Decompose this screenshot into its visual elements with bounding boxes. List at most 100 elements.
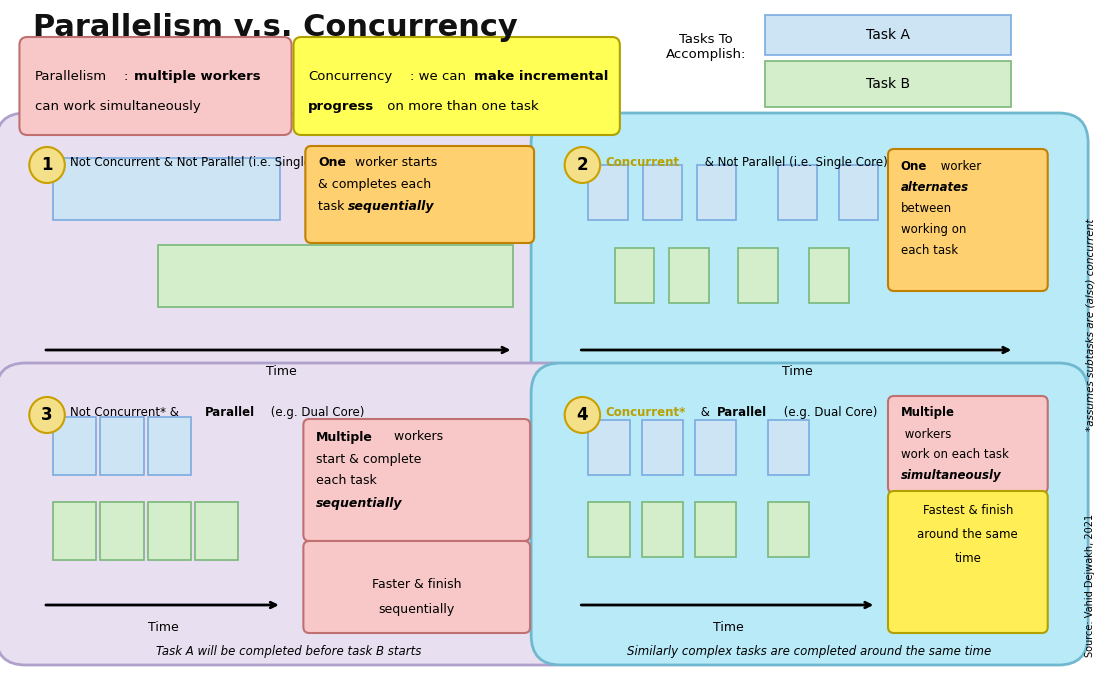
FancyBboxPatch shape: [531, 113, 1088, 405]
Text: 4: 4: [576, 406, 589, 424]
Text: One: One: [318, 156, 346, 169]
Text: 1: 1: [42, 156, 53, 174]
FancyBboxPatch shape: [641, 420, 683, 475]
Text: :: :: [124, 71, 133, 84]
Text: & Not Parallel (i.e. Single Core): & Not Parallel (i.e. Single Core): [701, 156, 887, 169]
Text: Time: Time: [713, 621, 743, 634]
Text: simultaneously: simultaneously: [900, 469, 1001, 482]
Text: 2: 2: [576, 156, 589, 174]
Text: can work simultaneously: can work simultaneously: [35, 101, 201, 114]
FancyBboxPatch shape: [695, 502, 736, 557]
Text: Concurrent*: Concurrent*: [605, 406, 685, 419]
Text: Source: Vahid Dejwakh, 2021: Source: Vahid Dejwakh, 2021: [1085, 514, 1095, 656]
Text: Tasks To
Accomplish:: Tasks To Accomplish:: [665, 33, 746, 61]
Text: *assumes subtasks are (also) concurrent: *assumes subtasks are (also) concurrent: [1085, 219, 1095, 432]
Text: & completes each: & completes each: [318, 179, 432, 192]
FancyBboxPatch shape: [697, 165, 736, 220]
Text: start & complete: start & complete: [316, 453, 422, 466]
Text: Not Concurrent & Not Parallel (i.e. Single Core): Not Concurrent & Not Parallel (i.e. Sing…: [70, 156, 347, 169]
FancyBboxPatch shape: [642, 165, 682, 220]
Text: work on each task: work on each task: [900, 447, 1009, 460]
Text: Time: Time: [148, 621, 179, 634]
Text: Parallel: Parallel: [717, 406, 766, 419]
Text: Concurrent: Concurrent: [605, 156, 680, 169]
Text: sequentially: sequentially: [316, 497, 403, 510]
Text: One: One: [900, 160, 927, 173]
Text: Task B: Task B: [866, 77, 910, 91]
Text: between: between: [900, 203, 952, 216]
Text: 3: 3: [42, 406, 53, 424]
Text: Multiple: Multiple: [900, 406, 955, 419]
FancyBboxPatch shape: [531, 363, 1088, 665]
Text: worker: worker: [938, 160, 982, 173]
Text: on more than one task: on more than one task: [383, 101, 539, 114]
Text: each task: each task: [316, 475, 377, 488]
Text: Time: Time: [782, 365, 813, 378]
FancyBboxPatch shape: [589, 420, 630, 475]
Text: (e.g. Dual Core): (e.g. Dual Core): [267, 406, 365, 419]
FancyBboxPatch shape: [100, 502, 144, 560]
Text: sequentially: sequentially: [348, 201, 434, 214]
Text: Task A will be completed before task B starts: Task A will be completed before task B s…: [156, 645, 422, 658]
Circle shape: [564, 147, 601, 183]
FancyBboxPatch shape: [0, 363, 582, 665]
FancyBboxPatch shape: [669, 248, 708, 303]
Circle shape: [30, 397, 65, 433]
Text: working on: working on: [900, 223, 966, 236]
Text: progress: progress: [309, 101, 374, 114]
FancyBboxPatch shape: [100, 417, 144, 475]
FancyBboxPatch shape: [765, 61, 1011, 107]
FancyBboxPatch shape: [615, 248, 654, 303]
Text: multiple workers: multiple workers: [134, 71, 260, 84]
Text: time: time: [954, 553, 982, 566]
Text: each task: each task: [900, 245, 957, 258]
FancyBboxPatch shape: [20, 37, 292, 135]
FancyBboxPatch shape: [777, 165, 817, 220]
FancyBboxPatch shape: [147, 417, 191, 475]
FancyBboxPatch shape: [303, 541, 530, 633]
Text: sequentially: sequentially: [379, 603, 455, 616]
FancyBboxPatch shape: [641, 502, 683, 557]
Circle shape: [30, 147, 65, 183]
Text: make incremental: make incremental: [474, 71, 608, 84]
Text: Similarly complex tasks are completed around the same time: Similarly complex tasks are completed ar…: [627, 645, 991, 658]
Text: Faster & finish: Faster & finish: [372, 579, 461, 592]
FancyBboxPatch shape: [589, 165, 628, 220]
Text: Parallel: Parallel: [205, 406, 255, 419]
FancyBboxPatch shape: [768, 420, 809, 475]
FancyBboxPatch shape: [147, 502, 191, 560]
FancyBboxPatch shape: [888, 396, 1047, 493]
Text: worker starts: worker starts: [350, 156, 437, 169]
FancyBboxPatch shape: [768, 502, 809, 557]
FancyBboxPatch shape: [809, 248, 849, 303]
Text: Not Concurrent* &: Not Concurrent* &: [70, 406, 182, 419]
Text: alternates: alternates: [900, 182, 968, 195]
FancyBboxPatch shape: [765, 15, 1011, 55]
FancyBboxPatch shape: [695, 420, 736, 475]
FancyBboxPatch shape: [158, 245, 514, 307]
Text: Concurrency: Concurrency: [309, 71, 393, 84]
FancyBboxPatch shape: [305, 146, 534, 243]
FancyBboxPatch shape: [195, 502, 238, 560]
FancyBboxPatch shape: [53, 417, 97, 475]
Text: Multiple: Multiple: [316, 430, 373, 443]
FancyBboxPatch shape: [888, 149, 1047, 291]
Text: &: &: [697, 406, 714, 419]
FancyBboxPatch shape: [53, 502, 97, 560]
FancyBboxPatch shape: [303, 419, 530, 541]
Text: Time: Time: [267, 365, 298, 378]
Text: (e.g. Dual Core): (e.g. Dual Core): [780, 406, 877, 419]
FancyBboxPatch shape: [888, 491, 1047, 633]
Text: around the same: around the same: [918, 529, 1018, 542]
Text: Parallelism: Parallelism: [35, 71, 108, 84]
Text: : we can: : we can: [410, 71, 470, 84]
FancyBboxPatch shape: [53, 158, 280, 220]
Text: Task A: Task A: [866, 28, 910, 42]
FancyBboxPatch shape: [0, 113, 582, 405]
Text: workers: workers: [900, 427, 951, 440]
FancyBboxPatch shape: [589, 502, 630, 557]
Text: Fastest & finish: Fastest & finish: [922, 504, 1013, 517]
Circle shape: [564, 397, 601, 433]
Text: workers: workers: [390, 430, 444, 443]
FancyBboxPatch shape: [839, 165, 878, 220]
